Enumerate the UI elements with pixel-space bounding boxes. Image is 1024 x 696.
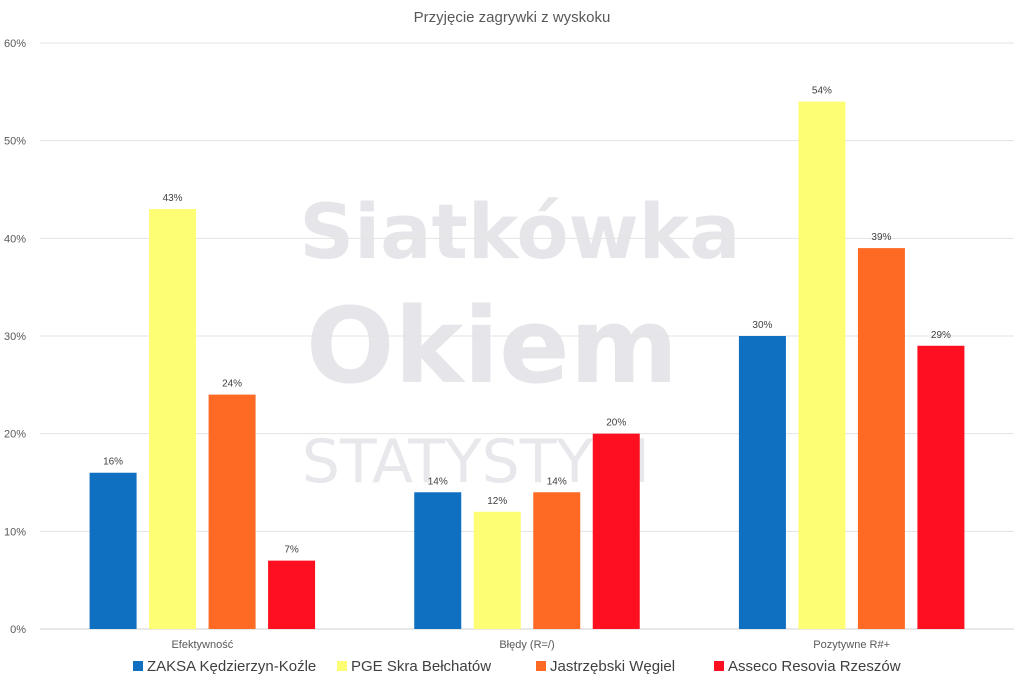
watermark-line-3: STATYSTYKI (302, 427, 650, 497)
bar (533, 492, 581, 629)
data-label: 29% (931, 330, 951, 341)
y-axis: 0% 10% 20% 30% 40% 50% 60% (4, 38, 26, 636)
data-label: 54% (812, 86, 832, 97)
legend: ZAKSA Kędzierzyn-Koźle PGE Skra Bełchatów… (133, 658, 901, 675)
data-label: 14% (428, 476, 448, 487)
legend-entry: Jastrzębski Węgiel (550, 658, 675, 675)
legend-entry: PGE Skra Bełchatów (351, 658, 491, 675)
bar (208, 394, 256, 629)
bars: 16% 43% 24% 7% 14% 12% 14% 20% 30% 54% 39% 29% (89, 86, 965, 630)
data-label: 14% (547, 476, 567, 487)
legend-entry: ZAKSA Kędzierzyn-Koźle (147, 658, 316, 675)
data-label: 39% (871, 232, 891, 243)
watermark: Siatkówka Okiem STATYSTYKI (299, 187, 740, 497)
bar (89, 472, 137, 629)
bar (738, 336, 786, 629)
x-tick-label: Pozytywne R#+ (813, 639, 890, 651)
x-tick-label: Efektywność (171, 639, 233, 651)
watermark-line-1: Siatkówka (299, 187, 740, 276)
bar (473, 511, 521, 629)
bar (798, 101, 846, 630)
y-tick-label: 20% (4, 429, 26, 441)
bar (917, 345, 965, 629)
y-tick-label: 0% (10, 624, 26, 636)
legend-swatch (536, 661, 546, 671)
legend-swatch (714, 661, 724, 671)
data-label: 30% (752, 320, 772, 331)
chart-title: Przyjęcie zagrywki z wyskoku (414, 9, 611, 26)
y-tick-label: 40% (4, 233, 26, 245)
data-label: 12% (487, 496, 507, 507)
bar (268, 560, 316, 629)
legend-swatch (337, 661, 347, 671)
data-label: 20% (606, 418, 626, 429)
y-tick-label: 50% (4, 136, 26, 148)
gridlines (40, 42, 1014, 630)
x-tick-label: Błędy (R=/) (499, 639, 554, 651)
y-tick-label: 30% (4, 331, 26, 343)
data-label: 7% (284, 545, 299, 556)
bar (592, 433, 640, 629)
watermark-line-2: Okiem (306, 285, 678, 407)
x-axis: Efektywność Błędy (R=/) Pozytywne R#+ (171, 639, 890, 651)
y-tick-label: 60% (4, 38, 26, 50)
bar (414, 492, 462, 629)
legend-entry: Asseco Resovia Rzeszów (728, 658, 901, 675)
y-tick-label: 10% (4, 526, 26, 538)
bar (149, 209, 197, 630)
data-label: 24% (222, 379, 242, 390)
data-label: 43% (163, 193, 183, 204)
legend-swatch (133, 661, 143, 671)
data-label: 16% (103, 457, 123, 468)
bar (857, 248, 905, 629)
